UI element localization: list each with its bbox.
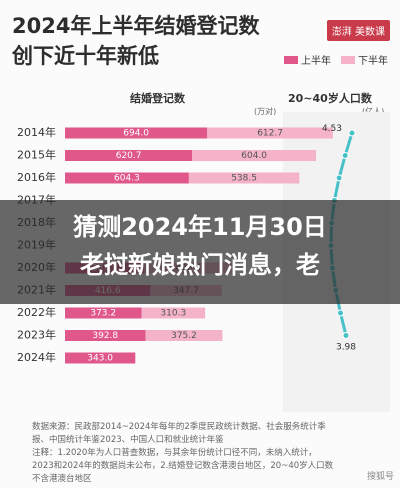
bar-h1 [65,307,142,319]
bar-h2 [145,330,223,341]
chart-title: 2024年上半年结婚登记数 [12,14,260,38]
bar-h1 [65,330,146,341]
note-line: 注释：1.2020年为人口普查数据，与其余年份统计口径不同，未纳入统计， [32,448,317,458]
line-point [337,309,345,317]
note-line: 不含港澳台地区 [32,474,92,484]
line-label-start: 4.53 [322,124,342,134]
bar-h1-value: 620.7 [116,151,142,161]
bar-h2 [192,150,317,161]
bar-h2 [188,172,300,184]
year-tick-label: 2024年 [17,350,56,364]
legend-h2-label: 下半年 [358,56,388,67]
bar-h1 [65,150,193,161]
note-line: 2023和2024年的数据尚未公布，2.结婚登记数含港澳台地区，20~40岁人口… [32,461,334,471]
year-tick-label: 2015年 [17,148,56,162]
note-line: 数据来源：民政部2014~2024年每年的2季度民政统计数据、社会服务统计季 [32,422,326,432]
year-tick-label: 2016年 [17,170,56,184]
year-tick-label: 2022年 [17,305,56,319]
brand-logo: 澎湃 美数课 [326,20,390,41]
year-tick-label: 2023年 [17,328,56,342]
legend-h2-swatch [341,55,355,64]
bar-h1 [65,127,208,139]
bar-h1 [65,172,189,184]
bar-chart-title: 结婚登记数 [130,92,185,105]
line-point [341,152,349,159]
legend-h1-swatch [284,55,298,64]
bar-h1-value: 373.2 [90,309,116,319]
bar-h1-value: 343.0 [87,354,113,364]
bar-h1-value: 694.0 [123,129,149,139]
legend: 上半年 下半年 [284,52,388,67]
banner-line-1: 猜测2024年11月30日 [73,213,327,241]
line-point [348,129,356,137]
line-point [335,174,343,182]
bar-h1 [65,352,136,364]
bar-h2-value: 612.7 [257,129,283,139]
note-line: 报、中国统计年鉴2023、中国人口和就业统计年鉴 [32,435,224,445]
bar-unit: (万对) [254,107,277,116]
bar-h1-value: 392.8 [92,331,118,341]
watermark: 搜狐号 [366,472,394,482]
legend-h2: 下半年 [341,52,388,67]
bar-h2 [207,127,333,139]
legend-h1: 上半年 [284,52,331,67]
line-unit: (亿人) [362,107,385,116]
bar-h2-value: 604.0 [241,151,267,161]
source-notes: 数据来源：民政部2014~2024年每年的2季度民政统计数据、社会服务统计季 报… [32,421,372,486]
banner-line-2: 老挝新娘热门消息，老 [80,251,320,279]
line-point [342,332,350,339]
bar-h1-value: 604.3 [114,174,140,184]
bar-h2 [141,307,206,319]
overlay-banner [0,200,400,304]
bar-h2-value: 310.3 [160,309,186,319]
legend-h1-label: 上半年 [301,56,331,67]
chart-subtitle: 创下近十年新低 [12,44,159,68]
line-label-end: 3.98 [336,343,356,353]
year-tick-label: 2014年 [17,125,56,139]
bar-h2-value: 538.5 [231,174,257,184]
line-chart-title: 20~40岁人口数 [288,92,372,105]
bar-h2-value: 375.2 [171,331,197,341]
